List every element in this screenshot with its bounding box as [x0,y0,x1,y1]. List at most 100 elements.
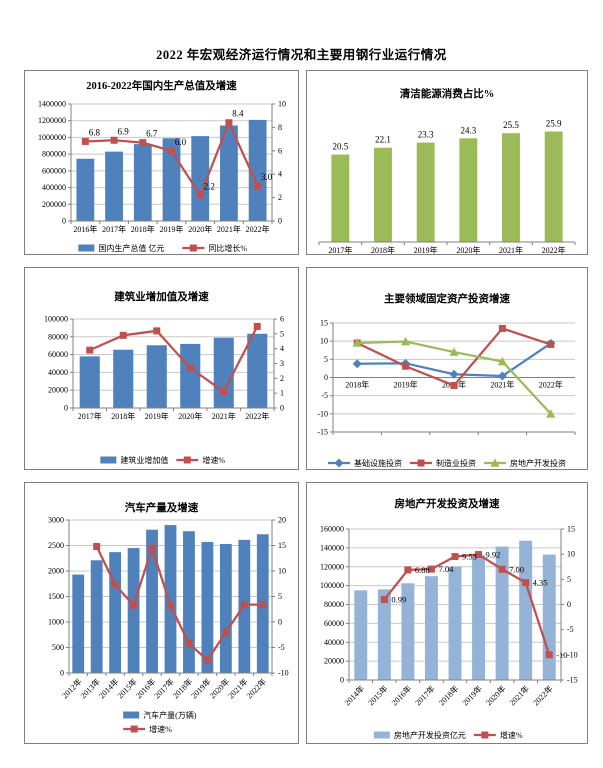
bar [519,540,533,680]
svg-text:4: 4 [280,344,284,353]
square-marker [185,639,193,647]
square-marker [222,628,230,636]
svg-text:2022年: 2022年 [246,224,270,234]
bar [105,151,123,221]
svg-text:20: 20 [278,516,286,525]
square-marker [498,324,506,332]
svg-text:6.8: 6.8 [89,127,101,137]
svg-text:2016年: 2016年 [133,676,157,700]
svg-text:-5: -5 [321,391,328,400]
bar [416,142,435,242]
bar [90,560,103,673]
svg-text:2019年: 2019年 [460,683,484,707]
svg-text:10: 10 [278,567,286,576]
svg-text:500: 500 [52,643,64,652]
svg-text:0: 0 [278,217,282,226]
square-marker [545,651,553,659]
svg-text:2019年: 2019年 [189,676,213,700]
svg-text:15: 15 [320,319,328,328]
bar [248,119,267,221]
svg-text:2019年: 2019年 [394,380,418,390]
bar [79,356,100,408]
svg-text:15: 15 [278,541,286,550]
svg-text:2018年: 2018年 [111,411,135,421]
svg-text:2015年: 2015年 [115,676,139,700]
square-marker [130,725,138,733]
svg-text:400000: 400000 [42,183,66,192]
svg-text:2016年: 2016年 [389,683,413,707]
square-marker [183,456,191,464]
square-marker [139,139,147,147]
bar [542,554,556,680]
svg-text:0: 0 [60,669,64,678]
square-marker [186,364,194,372]
square-marker [547,340,555,348]
square-marker [427,565,435,573]
square-marker [498,565,506,573]
axes [346,528,564,683]
square-marker [522,579,530,587]
svg-text:-10: -10 [278,669,289,678]
chart-clean-energy-share: 清洁能源消费占比% 20.5 22.1 23.3 24.3 25.5 25.9 2017年 20… [306,70,588,255]
square-marker [93,543,101,551]
svg-text:房地产开发投资亿元: 房地产开发投资亿元 [394,730,466,740]
svg-text:增速%: 增速% [202,455,225,465]
svg-text:160000: 160000 [320,525,344,534]
svg-text:2018年: 2018年 [170,676,194,700]
bar [164,525,177,673]
svg-text:1: 1 [280,389,284,398]
svg-text:25.5: 25.5 [503,120,519,130]
re-svg: 房地产开发投资及增速 0 20000 40000 60000 80000 100000 120… [320,497,578,740]
svg-text:2022年: 2022年 [244,676,268,700]
bar [191,136,210,221]
bar [544,131,563,242]
bar-series [79,333,268,408]
bar [109,552,122,673]
svg-text:100000: 100000 [44,315,68,324]
svg-text:120000: 120000 [320,562,344,571]
svg-text:2020年: 2020年 [456,245,480,254]
svg-text:-10: -10 [567,650,578,659]
svg-text:0: 0 [62,217,66,226]
svg-text:1000: 1000 [48,618,64,627]
svg-text:4.35: 4.35 [533,578,548,588]
chart-real-estate-investment: 房地产开发投资及增速 0 20000 40000 60000 80000 100000 120… [306,482,588,744]
svg-text:增速%: 增速% [149,724,172,734]
square-marker [86,346,94,354]
svg-text:200000: 200000 [42,200,66,209]
svg-text:8.4: 8.4 [232,109,244,119]
diamond-marker [334,458,344,468]
square-marker [167,602,174,610]
line-series-1 [380,551,553,659]
bar [459,138,478,242]
svg-text:2014年: 2014年 [97,676,121,700]
svg-text:10: 10 [320,337,328,346]
svg-text:增速%: 增速% [500,730,523,740]
bar [180,343,201,408]
svg-text:2016年: 2016年 [73,224,97,234]
square-marker [404,566,412,574]
svg-text:2012年: 2012年 [60,676,84,700]
svg-text:80000: 80000 [324,600,344,609]
triangle-marker [449,347,459,356]
svg-text:15: 15 [567,525,575,534]
axes [66,519,275,676]
auto-svg: 汽车产量及增速 0 500 1000 1500 2000 2500 3000 -10 -5 0 5 10… [48,501,289,734]
axes [318,241,576,245]
svg-text:房地产开发投资: 房地产开发投资 [510,458,566,468]
svg-text:2017年: 2017年 [413,683,437,707]
square-marker [220,388,228,396]
triangle-marker [401,336,411,346]
square-marker [259,601,267,609]
svg-text:2022年: 2022年 [539,380,563,390]
svg-text:2021年: 2021年 [226,676,250,700]
square-marker [81,137,89,145]
svg-text:40000: 40000 [324,638,344,647]
svg-text:5: 5 [280,329,284,338]
svg-text:23.3: 23.3 [418,130,434,140]
gdp-svg: 2016-2022年国内生产总值及增速020000040000060000080… [38,79,286,253]
square-marker [196,191,204,199]
svg-text:2017年: 2017年 [328,245,352,254]
svg-text:2020年: 2020年 [483,683,507,707]
